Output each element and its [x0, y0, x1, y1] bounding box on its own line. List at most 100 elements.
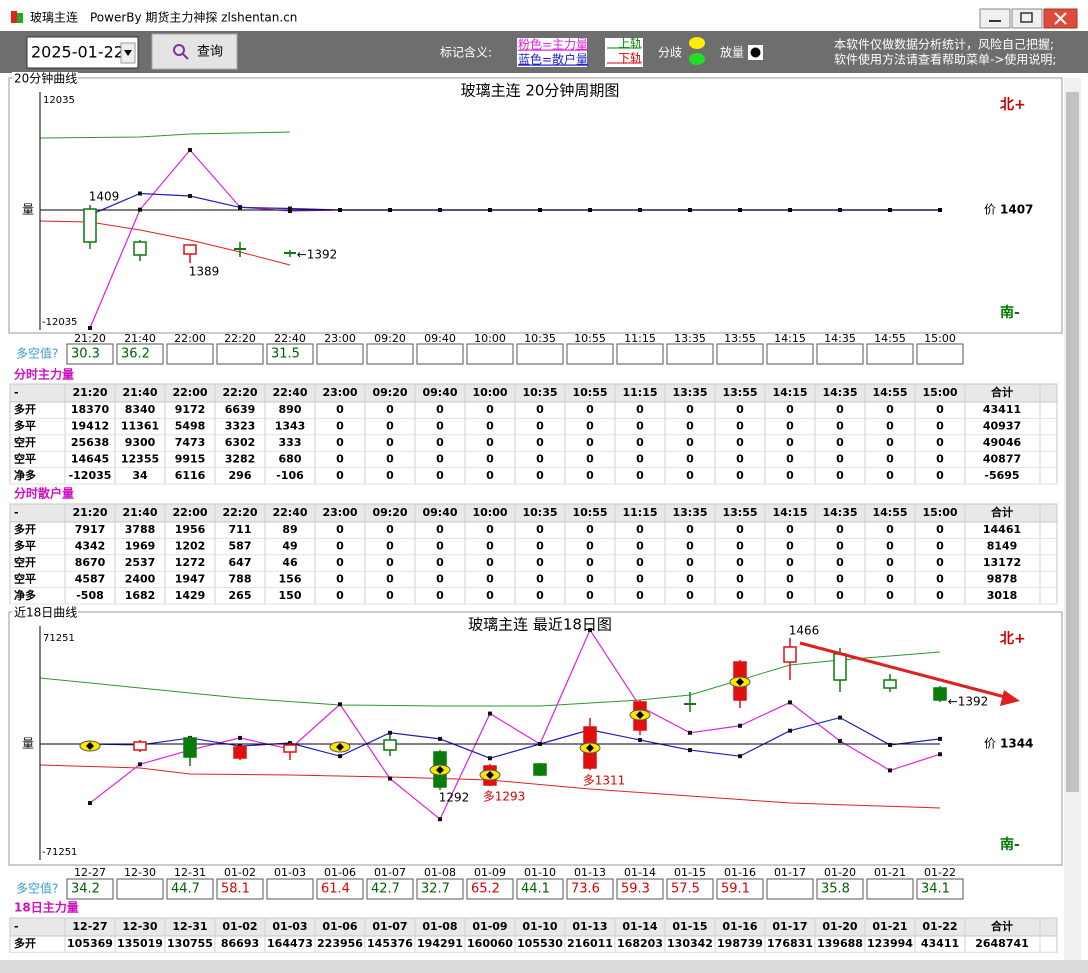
table-cell: 0: [436, 556, 444, 569]
table-cell: 0: [936, 572, 944, 585]
table-header: 22:20: [222, 386, 257, 399]
table-cell: 25638: [71, 436, 109, 449]
row-label: 空开: [14, 435, 36, 449]
table-header: 01-17: [772, 920, 807, 933]
table-cell: 0: [636, 572, 644, 585]
chart-title: 玻璃主连 20分钟周期图: [461, 82, 620, 100]
strength-value: 44.7: [171, 882, 200, 897]
time-label: 01-06: [324, 866, 356, 879]
maximize-button[interactable]: [1011, 8, 1043, 29]
table-cell: 19412: [71, 420, 109, 433]
strength-value: 73.6: [571, 882, 600, 897]
strength-value: 36.2: [121, 347, 150, 362]
candle-body: [233, 746, 247, 759]
table-cell: 0: [586, 572, 594, 585]
table-cell: 0: [586, 556, 594, 569]
time-label: 13:35: [674, 332, 706, 345]
table-header: 09:40: [422, 506, 457, 519]
section-title: 分时主力量: [14, 367, 74, 382]
date-picker[interactable]: [26, 36, 139, 69]
diverge-yellow: [689, 37, 705, 49]
diverge-marker-core: [486, 771, 494, 779]
annotation: 多1293: [483, 790, 526, 804]
table-header: 22:40: [272, 386, 307, 399]
table-cell: 123994: [867, 937, 913, 950]
table-header: 01-13: [572, 920, 607, 933]
table-cell: 0: [686, 589, 694, 602]
main-net-line-point: [188, 148, 192, 153]
panel-label-bg: [12, 72, 78, 85]
window-controls: [979, 8, 1078, 29]
table-cell: 0: [836, 589, 844, 602]
table-cell: 1272: [175, 556, 206, 569]
table-total: 14461: [983, 523, 1021, 536]
zero-dot: [388, 208, 392, 212]
time-label: 23:00: [324, 332, 356, 345]
diverge-marker-core: [586, 744, 594, 752]
table-cell: 0: [786, 523, 794, 536]
strength-value: 59.3: [621, 882, 650, 897]
scrollbar-thumb[interactable]: [1066, 92, 1079, 792]
time-label: 12-31: [174, 866, 206, 879]
table-header: 12-31: [172, 920, 207, 933]
table-total: 40937: [983, 420, 1021, 433]
price-label: 价: [984, 203, 996, 217]
minimize-button[interactable]: [979, 8, 1011, 29]
table-cell: 0: [436, 572, 444, 585]
table-header: 14:35: [822, 506, 857, 519]
table-cell: 680: [279, 452, 302, 465]
table-cell: 0: [486, 589, 494, 602]
table-cell: 4342: [75, 540, 106, 553]
table-cell: 0: [736, 556, 744, 569]
table-cell: 0: [836, 556, 844, 569]
table-header: 10:00: [472, 386, 507, 399]
time-label: 15:00: [924, 332, 956, 345]
table-cell: 145376: [367, 937, 413, 950]
table-cell: 0: [336, 436, 344, 449]
table-cell: 0: [586, 403, 594, 416]
table-cell: 216011: [567, 937, 613, 950]
query-button[interactable]: [151, 33, 238, 70]
table-cell: 0: [686, 436, 694, 449]
table-header: 09:20: [372, 386, 407, 399]
table-header: 10:35: [522, 506, 557, 519]
strength-value: 31.5: [271, 347, 300, 362]
table-cell: 0: [336, 403, 344, 416]
south-label: 南-: [1000, 304, 1020, 321]
table-header: 01-14: [622, 920, 658, 933]
diverge-marker-core: [636, 711, 644, 719]
table-cell: 49: [282, 540, 297, 553]
legend-lower: 下轨: [618, 52, 642, 66]
table-cell: 0: [836, 452, 844, 465]
table-cell: 0: [386, 523, 394, 536]
annotation: 1292: [439, 791, 470, 805]
retail-net-line-point: [738, 754, 742, 759]
table-cell: 0: [386, 452, 394, 465]
strength-box: [66, 343, 114, 365]
table-header: 14:35: [822, 386, 857, 399]
table-cell: 296: [229, 469, 252, 482]
table-cell: 0: [486, 556, 494, 569]
strength-label: 多空值?: [16, 346, 58, 361]
table-cell: 0: [536, 436, 544, 449]
table-cell: 6639: [225, 403, 256, 416]
time-label: 14:15: [774, 332, 806, 345]
zero-dot: [838, 208, 842, 212]
table-cell: 0: [936, 540, 944, 553]
retail-net-line-point: [138, 191, 142, 196]
table-total: 40877: [983, 452, 1021, 465]
table-cell: 1202: [175, 540, 206, 553]
table-cell: 18370: [71, 403, 110, 416]
diverge-marker-core: [436, 766, 444, 774]
table-cell: 0: [436, 589, 444, 602]
strength-box: [116, 343, 164, 365]
table-header-bg: [9, 917, 1058, 937]
candle-body: [383, 739, 397, 751]
time-label: 01-07: [374, 866, 406, 879]
table-cell: 1969: [125, 540, 156, 553]
panel-label: 近18日曲线: [14, 606, 77, 620]
main-net-line-point: [338, 702, 342, 707]
table-cell: 0: [586, 540, 594, 553]
price-value: 1407: [1000, 203, 1033, 217]
strength-box: [366, 343, 414, 365]
